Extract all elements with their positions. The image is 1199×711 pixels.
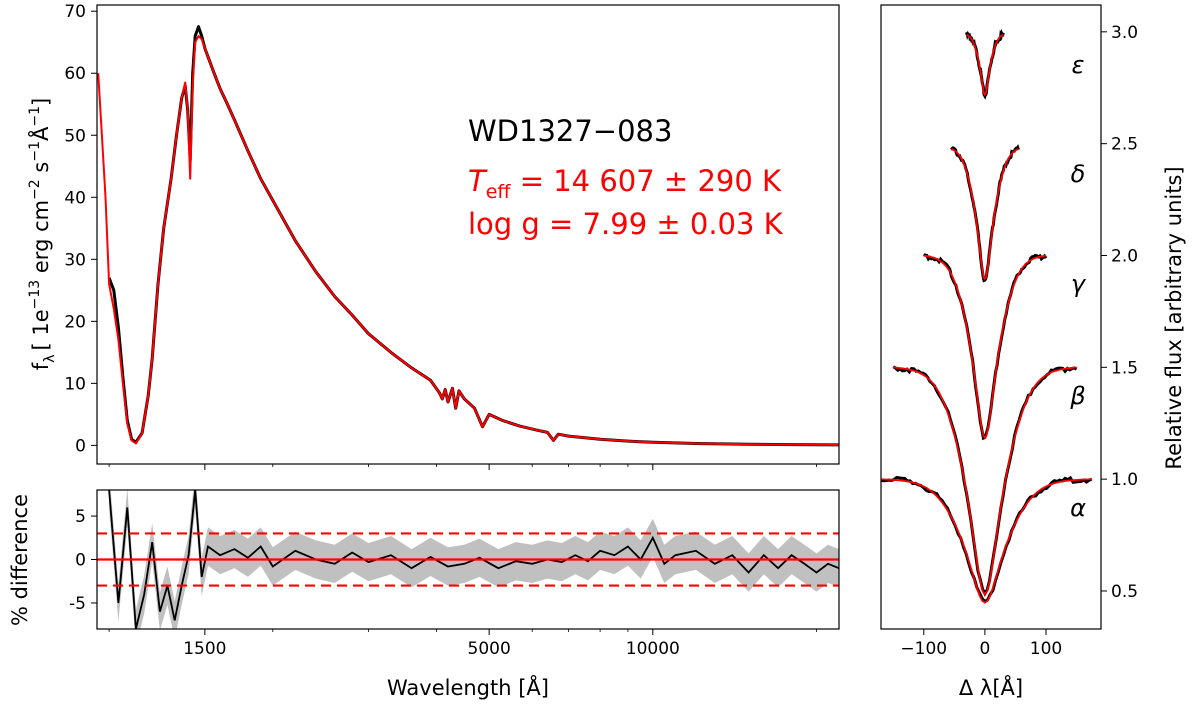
x-tick-label: −100 [900,639,947,659]
main-y-axis-label: fλ[ 1e−13 erg cm−2 s−1Å−1] [27,98,58,370]
y-tick-label: 1.0 [1111,470,1138,490]
y-tick-label: 2.0 [1111,246,1138,266]
logg-label: log g = 7.99 ± 0.03 K [468,207,784,241]
y-tick-label: 50 [64,126,86,146]
balmer-line-label: δ [1071,160,1086,188]
y-tick-label: -5 [69,594,86,614]
y-tick-label: 1.5 [1111,358,1138,378]
balmer-model-3 [893,366,1077,596]
residual-x-axis-label: Wavelength [Å] [387,674,549,700]
balmer-observed-1 [950,144,1020,283]
main-x-axis [108,464,817,470]
balmer-line-label: β [1069,382,1085,410]
balmer-model-2 [923,254,1047,440]
balmer-line-label: ε [1072,51,1085,79]
y-tick-label: 60 [64,64,86,84]
residual-y-axis: -5 0 5 [69,507,97,614]
balmer-x-axis: −100 0 100 [900,629,1062,659]
balmer-line-label: γ [1071,270,1087,298]
x-tick-label: 5000 [468,639,511,659]
balmer-model-0 [966,33,1004,97]
residual-y-axis-label: % difference [8,494,32,626]
main-panel: 0 10 20 30 40 50 60 70 fλ[ 1e−13 erg cm−2 s−1Å−… [27,2,840,470]
y-tick-label: 20 [64,312,86,332]
y-tick-label: 0.5 [1111,582,1138,602]
balmer-series-group [881,28,1093,604]
y-tick-label: 40 [64,188,86,208]
y-tick-label: 2.5 [1111,135,1138,155]
balmer-line-labels: ε δ γ β α [1069,51,1087,522]
x-tick-label: 10000 [626,639,680,659]
balmer-x-axis-label: Δ λ[Å] [959,674,1023,700]
residual-x-axis: 1500 5000 10000 [108,629,817,659]
y-tick-label: 0 [75,551,86,571]
balmer-y-axis-label: Relative flux [arbitrary units] [1162,166,1186,469]
balmer-observed-4 [881,475,1093,604]
balmer-observed-3 [892,365,1078,597]
y-tick-label: 5 [75,507,86,527]
balmer-model-1 [950,148,1019,281]
balmer-panel: 0.5 1.0 1.5 2.0 2.5 3.0 −100 0 100 ε δ γ β α Relati… [880,4,1186,700]
residual-panel: -5 0 5 1500 5000 10000 % difference Waveleng… [8,489,840,700]
x-tick-label: 100 [1030,639,1062,659]
balmer-line-label: α [1070,494,1086,522]
residual-series-group [97,490,839,629]
y-tick-label: 3.0 [1111,23,1138,43]
main-y-axis: 0 10 20 30 40 50 60 70 [64,2,97,456]
x-tick-label: 0 [979,639,990,659]
main-series-group [97,25,839,447]
balmer-observed-2 [922,252,1048,441]
y-tick-label: 70 [64,2,86,22]
y-tick-label: 0 [75,436,86,456]
y-tick-label: 10 [64,374,86,394]
teff-label: Teff = 14 607 ± 290 K [468,164,782,203]
star-name-label: WD1327−083 [468,114,672,148]
y-tick-label: 30 [64,250,86,270]
x-tick-label: 1500 [183,639,226,659]
main-plot-frame [96,4,840,465]
model-spectrum-line [97,35,839,446]
balmer-y-axis: 0.5 1.0 1.5 2.0 2.5 3.0 [1101,23,1138,602]
balmer-model-4 [881,478,1092,604]
balmer-plot-frame [880,4,1102,630]
